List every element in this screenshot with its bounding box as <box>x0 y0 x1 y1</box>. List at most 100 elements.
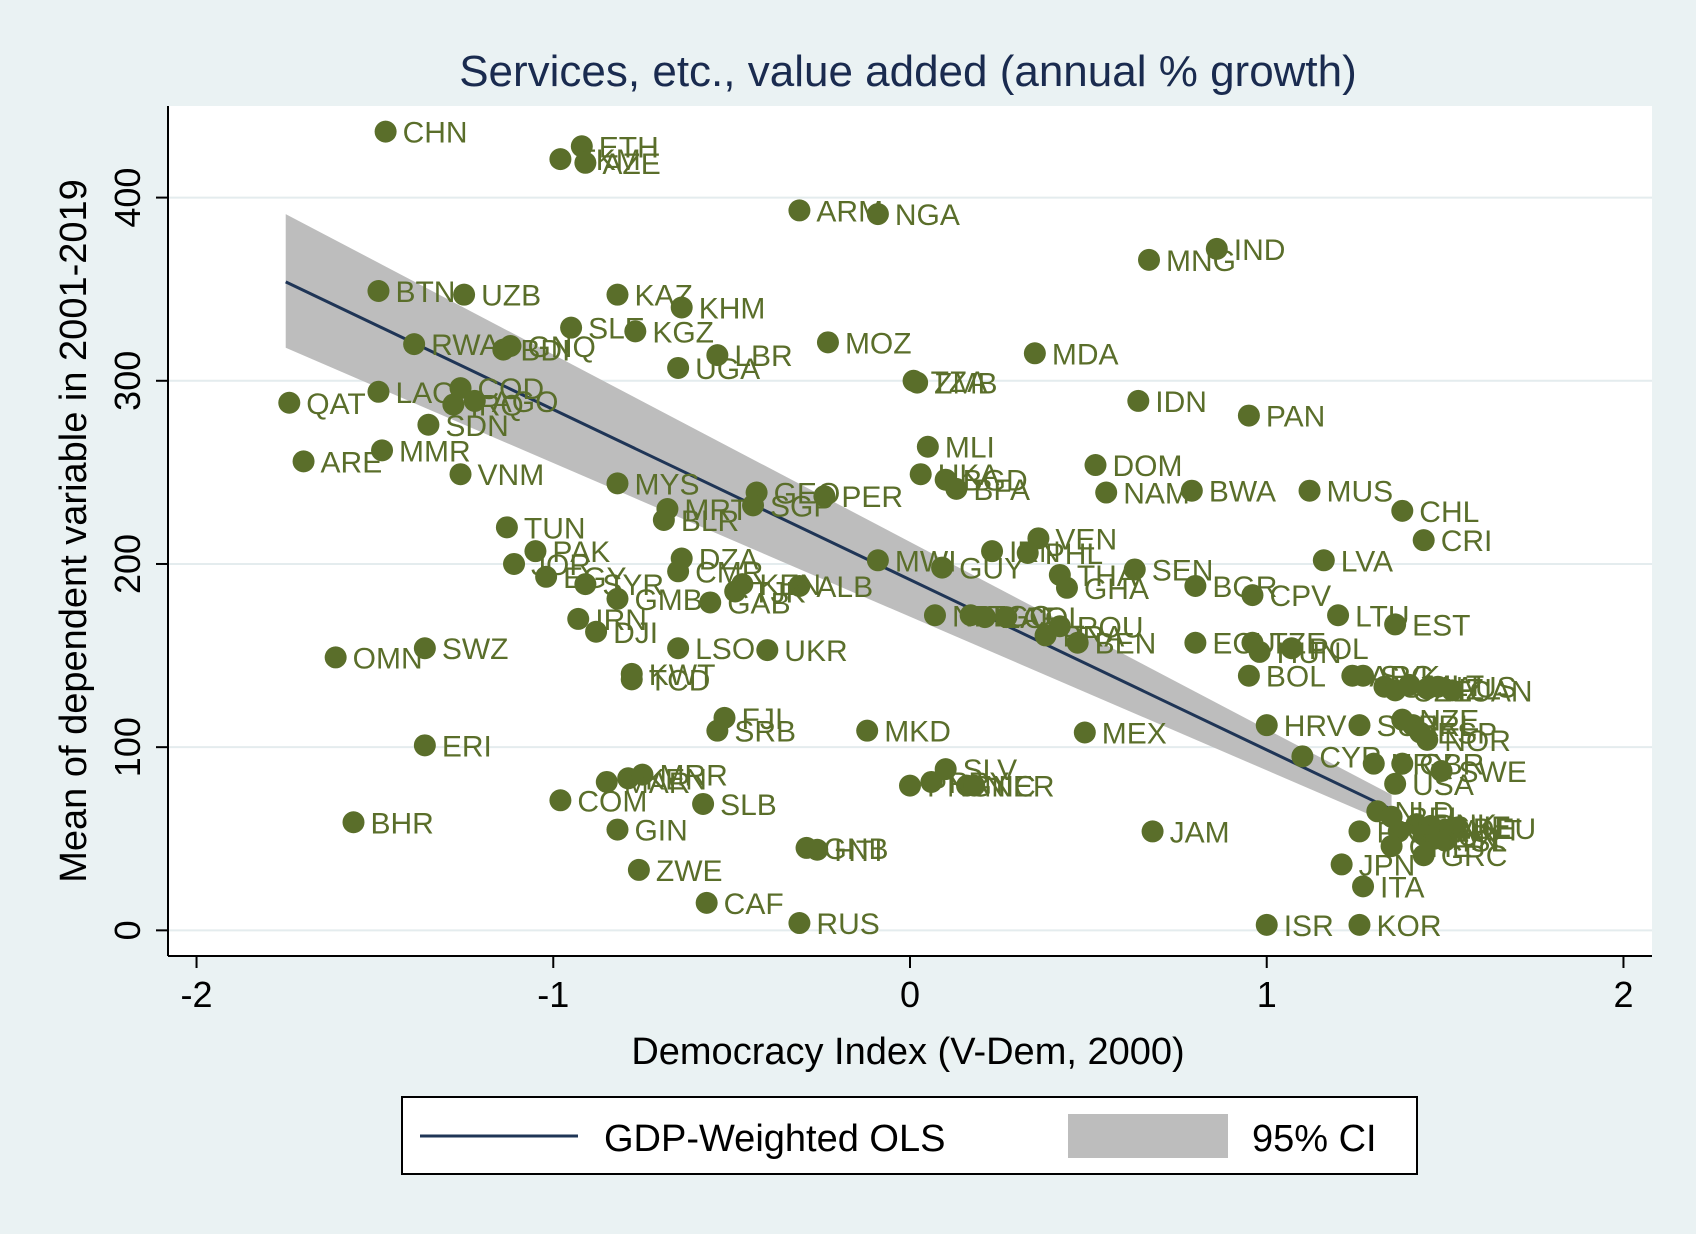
point-label: POL <box>1309 633 1369 666</box>
point-label: BOL <box>1266 661 1326 694</box>
data-point <box>706 344 729 367</box>
point-label: GNQ <box>527 331 595 364</box>
data-point <box>1441 679 1464 702</box>
point-label: PER <box>841 481 903 514</box>
point-label: DEU <box>1473 813 1536 846</box>
data-point <box>606 818 629 841</box>
point-label: SDN <box>445 410 508 443</box>
point-label: NIC <box>984 771 1036 804</box>
point-label: CPV <box>1269 580 1331 613</box>
data-point <box>1352 875 1375 898</box>
data-point <box>524 540 547 563</box>
data-point <box>1055 576 1078 599</box>
legend: GDP-Weighted OLS 95% CI <box>401 1096 1418 1175</box>
point-label: OMN <box>353 642 423 675</box>
data-point <box>1184 631 1207 654</box>
data-point <box>1362 752 1385 775</box>
point-label: LBR <box>734 340 792 373</box>
axes: 0 100 200 300 400 -2 -1 0 1 2 <box>107 106 1652 1015</box>
data-point <box>1138 248 1161 271</box>
data-point <box>1398 673 1421 696</box>
data-point <box>1016 541 1039 564</box>
point-label: IND <box>1234 234 1286 267</box>
data-point <box>652 509 675 532</box>
data-point <box>670 296 693 319</box>
data-point <box>606 283 629 306</box>
point-label: BGD <box>963 465 1028 498</box>
data-point <box>449 377 472 400</box>
fit-line-layer <box>285 280 1393 811</box>
point-label: KHM <box>699 293 766 326</box>
point-label: RWA <box>431 329 499 362</box>
data-point <box>1416 728 1439 751</box>
data-point <box>595 770 618 793</box>
data-point <box>585 620 608 643</box>
point-label: DJI <box>613 617 658 650</box>
data-point <box>1141 820 1164 843</box>
data-point <box>1123 558 1146 581</box>
point-label: CRI <box>1441 525 1493 558</box>
data-point <box>1434 829 1457 852</box>
point-label: HRV <box>1284 710 1347 743</box>
point-label: MLI <box>945 432 995 465</box>
point-label: ERI <box>442 730 492 763</box>
data-point <box>499 334 522 357</box>
point-label: LSO <box>695 633 755 666</box>
point-label: MDA <box>1052 338 1119 371</box>
data-point <box>931 556 954 579</box>
chart-title: Services, etc., value added (annual % gr… <box>459 47 1357 96</box>
point-label: MRT <box>684 494 748 527</box>
data-point <box>535 565 558 588</box>
data-point <box>453 283 476 306</box>
data-point <box>906 371 929 394</box>
legend-label-ci: 95% CI <box>1252 1118 1377 1160</box>
data-point <box>1384 772 1407 795</box>
point-label: ALB <box>816 571 873 604</box>
point-label: COM <box>577 785 647 818</box>
data-point <box>442 393 465 416</box>
y-axis-label: Mean of dependent variable in 2001-2019 <box>53 179 95 883</box>
point-label: VEN <box>1055 523 1117 556</box>
data-point <box>1298 479 1321 502</box>
data-point <box>374 120 397 143</box>
data-point <box>699 591 722 614</box>
point-label: BEN <box>1095 628 1157 661</box>
y-tick-label: 200 <box>107 534 148 594</box>
point-label: ISL <box>1462 826 1507 859</box>
data-point <box>1205 237 1228 260</box>
point-label: KOR <box>1376 910 1441 943</box>
point-label: TZA <box>931 366 988 399</box>
data-point <box>627 858 650 881</box>
point-label: VNM <box>478 459 545 492</box>
data-point <box>1066 631 1089 654</box>
data-point <box>934 758 957 781</box>
data-point <box>631 763 654 786</box>
data-point <box>866 203 889 226</box>
data-point <box>1237 664 1260 687</box>
point-label: MOZ <box>845 327 912 360</box>
point-label: ZWE <box>656 855 723 888</box>
point-label: ESP <box>1437 718 1497 751</box>
data-point <box>1348 714 1371 737</box>
point-label: GUY <box>959 553 1024 586</box>
data-point <box>995 606 1018 629</box>
legend-swatch-ci <box>1068 1114 1228 1158</box>
point-label: ZMB <box>934 368 997 401</box>
data-point <box>1391 752 1414 775</box>
data-point <box>1184 574 1207 597</box>
data-point <box>413 734 436 757</box>
data-point <box>981 540 1004 563</box>
data-point <box>920 770 943 793</box>
y-tick-label: 100 <box>107 717 148 777</box>
data-point <box>503 552 526 575</box>
point-label: MYS <box>634 468 699 501</box>
data-point <box>1348 913 1371 936</box>
point-label: BWA <box>1209 476 1276 509</box>
point-label: BLR <box>681 505 739 538</box>
data-point <box>788 574 811 597</box>
data-point <box>692 792 715 815</box>
data-point <box>278 391 301 414</box>
data-point <box>756 639 779 662</box>
point-label: MMR <box>399 435 471 468</box>
data-point <box>1430 759 1453 782</box>
